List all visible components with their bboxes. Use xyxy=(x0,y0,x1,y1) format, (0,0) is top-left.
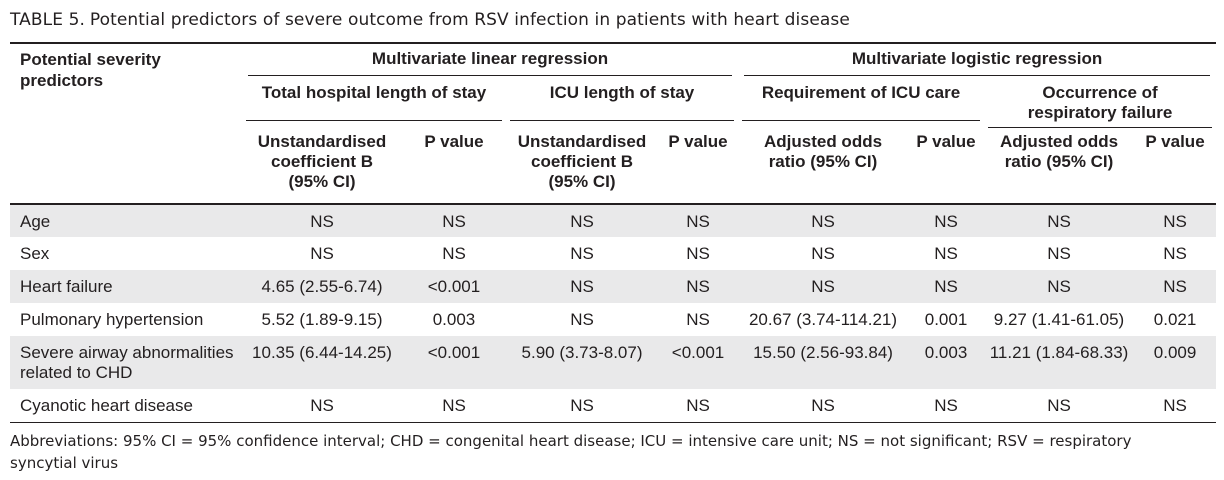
cell: <0.001 xyxy=(658,336,739,389)
cell: NS xyxy=(658,389,739,423)
column-header: P value xyxy=(668,132,728,151)
subgroup-header-total-stay: Total hospital length of stay xyxy=(242,79,506,128)
cell: NS xyxy=(908,270,985,303)
cell: NS xyxy=(1134,389,1217,423)
cell: NS xyxy=(934,244,958,263)
table-row: Heart failure 4.65 (2.55-6.74) <0.001 NS… xyxy=(10,270,1217,303)
table-row: Severe airway abnormalities related to C… xyxy=(10,336,1217,389)
cell: 20.67 (3.74-114.21) xyxy=(748,310,898,329)
subgroup-header-resp-failure-label: Occurrence of respiratory failure xyxy=(988,83,1213,128)
cell: NS xyxy=(506,270,658,303)
cell: NS xyxy=(402,203,506,237)
column-header: P value xyxy=(916,132,976,151)
cell: NS xyxy=(1134,203,1217,237)
row-label: Heart failure xyxy=(10,270,242,303)
cell: 10.35 (6.44-14.25) xyxy=(242,336,402,389)
group-header-logistic-label: Multivariate logistic regression xyxy=(744,49,1211,76)
cell: 5.52 (1.89-9.15) xyxy=(261,310,383,329)
cell: NS xyxy=(402,389,506,423)
cell: <0.001 xyxy=(402,336,506,389)
cell: NS xyxy=(984,270,1135,303)
table-row: Cyanotic heart disease NS NS NS NS NS NS… xyxy=(10,389,1217,423)
group-header-logistic: Multivariate logistic regression xyxy=(738,42,1217,79)
table-caption-text: Potential predictors of severe outcome f… xyxy=(89,10,850,30)
row-label: Sex xyxy=(20,244,50,263)
results-table: Potential severity predictors Multivaria… xyxy=(10,42,1217,423)
cell: 15.50 (2.56-93.84) xyxy=(738,336,909,389)
subgroup-header-icu-care-label: Requirement of ICU care xyxy=(742,83,981,121)
cell: NS xyxy=(738,389,909,423)
cell: NS xyxy=(506,389,658,423)
cell: NS xyxy=(984,389,1135,423)
subgroup-header-icu-stay-label: ICU length of stay xyxy=(510,83,735,121)
cell: NS xyxy=(686,310,710,329)
column-header: Adjusted odds ratio (95% CI) xyxy=(763,132,883,171)
cell: NS xyxy=(570,310,594,329)
column-header: Unstandardised coefficient B (95% CI) xyxy=(257,132,387,191)
row-label: Age xyxy=(10,203,242,237)
cell: NS xyxy=(658,203,739,237)
subgroup-header-total-stay-label: Total hospital length of stay xyxy=(246,83,502,121)
cell: <0.001 xyxy=(402,270,506,303)
table-body: Age NS NS NS NS NS NS NS NS Sex NS NS NS… xyxy=(10,203,1217,423)
cell: NS xyxy=(242,389,402,423)
group-header-linear: Multivariate linear regression xyxy=(242,42,739,79)
cell: NS xyxy=(811,244,835,263)
subgroup-header-resp-failure: Occurrence of respiratory failure xyxy=(984,79,1216,128)
cell: 0.021 xyxy=(1153,310,1197,329)
cell: NS xyxy=(738,270,909,303)
row-label: Severe airway abnormalities related to C… xyxy=(10,336,242,389)
cell: NS xyxy=(570,244,594,263)
cell: 0.003 xyxy=(908,336,985,389)
table-footnote: Abbreviations: 95% CI = 95% confidence i… xyxy=(10,432,1132,472)
stub-header: Potential severity predictors xyxy=(10,42,242,128)
subgroup-header-icu-care: Requirement of ICU care xyxy=(738,79,984,128)
cell: NS xyxy=(242,203,402,237)
table-row: Age NS NS NS NS NS NS NS NS xyxy=(10,203,1217,237)
cell: NS xyxy=(658,270,739,303)
cell: NS xyxy=(984,203,1135,237)
table-caption-label: TABLE 5. xyxy=(10,10,85,30)
cell: 0.009 xyxy=(1134,336,1217,389)
cell: NS xyxy=(1047,244,1071,263)
cell: 9.27 (1.41-61.05) xyxy=(993,310,1125,329)
cell: NS xyxy=(310,244,334,263)
group-header-linear-label: Multivariate linear regression xyxy=(248,49,733,76)
cell: NS xyxy=(908,389,985,423)
cell: 4.65 (2.55-6.74) xyxy=(242,270,402,303)
table-row: Pulmonary hypertension 5.52 (1.89-9.15) … xyxy=(10,303,1216,336)
cell: NS xyxy=(506,203,658,237)
table-caption: TABLE 5. Potential predictors of severe … xyxy=(10,10,850,30)
cell: 5.90 (3.73-8.07) xyxy=(506,336,658,389)
column-header: Adjusted odds ratio (95% CI) xyxy=(999,132,1119,171)
subgroup-header-icu-stay: ICU length of stay xyxy=(506,79,738,128)
cell: NS xyxy=(442,244,466,263)
column-header: P value xyxy=(1145,132,1205,151)
cell: NS xyxy=(738,203,909,237)
cell: 0.003 xyxy=(432,310,476,329)
stub-spacer xyxy=(10,128,242,204)
row-label: Pulmonary hypertension xyxy=(20,310,204,329)
cell: 11.21 (1.84-68.33) xyxy=(984,336,1135,389)
cell: NS xyxy=(1134,270,1217,303)
row-label: Cyanotic heart disease xyxy=(10,389,242,423)
cell: 0.001 xyxy=(924,310,968,329)
table-row: Sex NS NS NS NS NS NS NS NS xyxy=(10,237,1216,270)
cell: NS xyxy=(908,203,985,237)
cell: NS xyxy=(1163,244,1187,263)
cell: NS xyxy=(686,244,710,263)
column-header: P value xyxy=(424,132,484,151)
column-header: Unstandardised coefficient B (95% CI) xyxy=(517,132,647,191)
